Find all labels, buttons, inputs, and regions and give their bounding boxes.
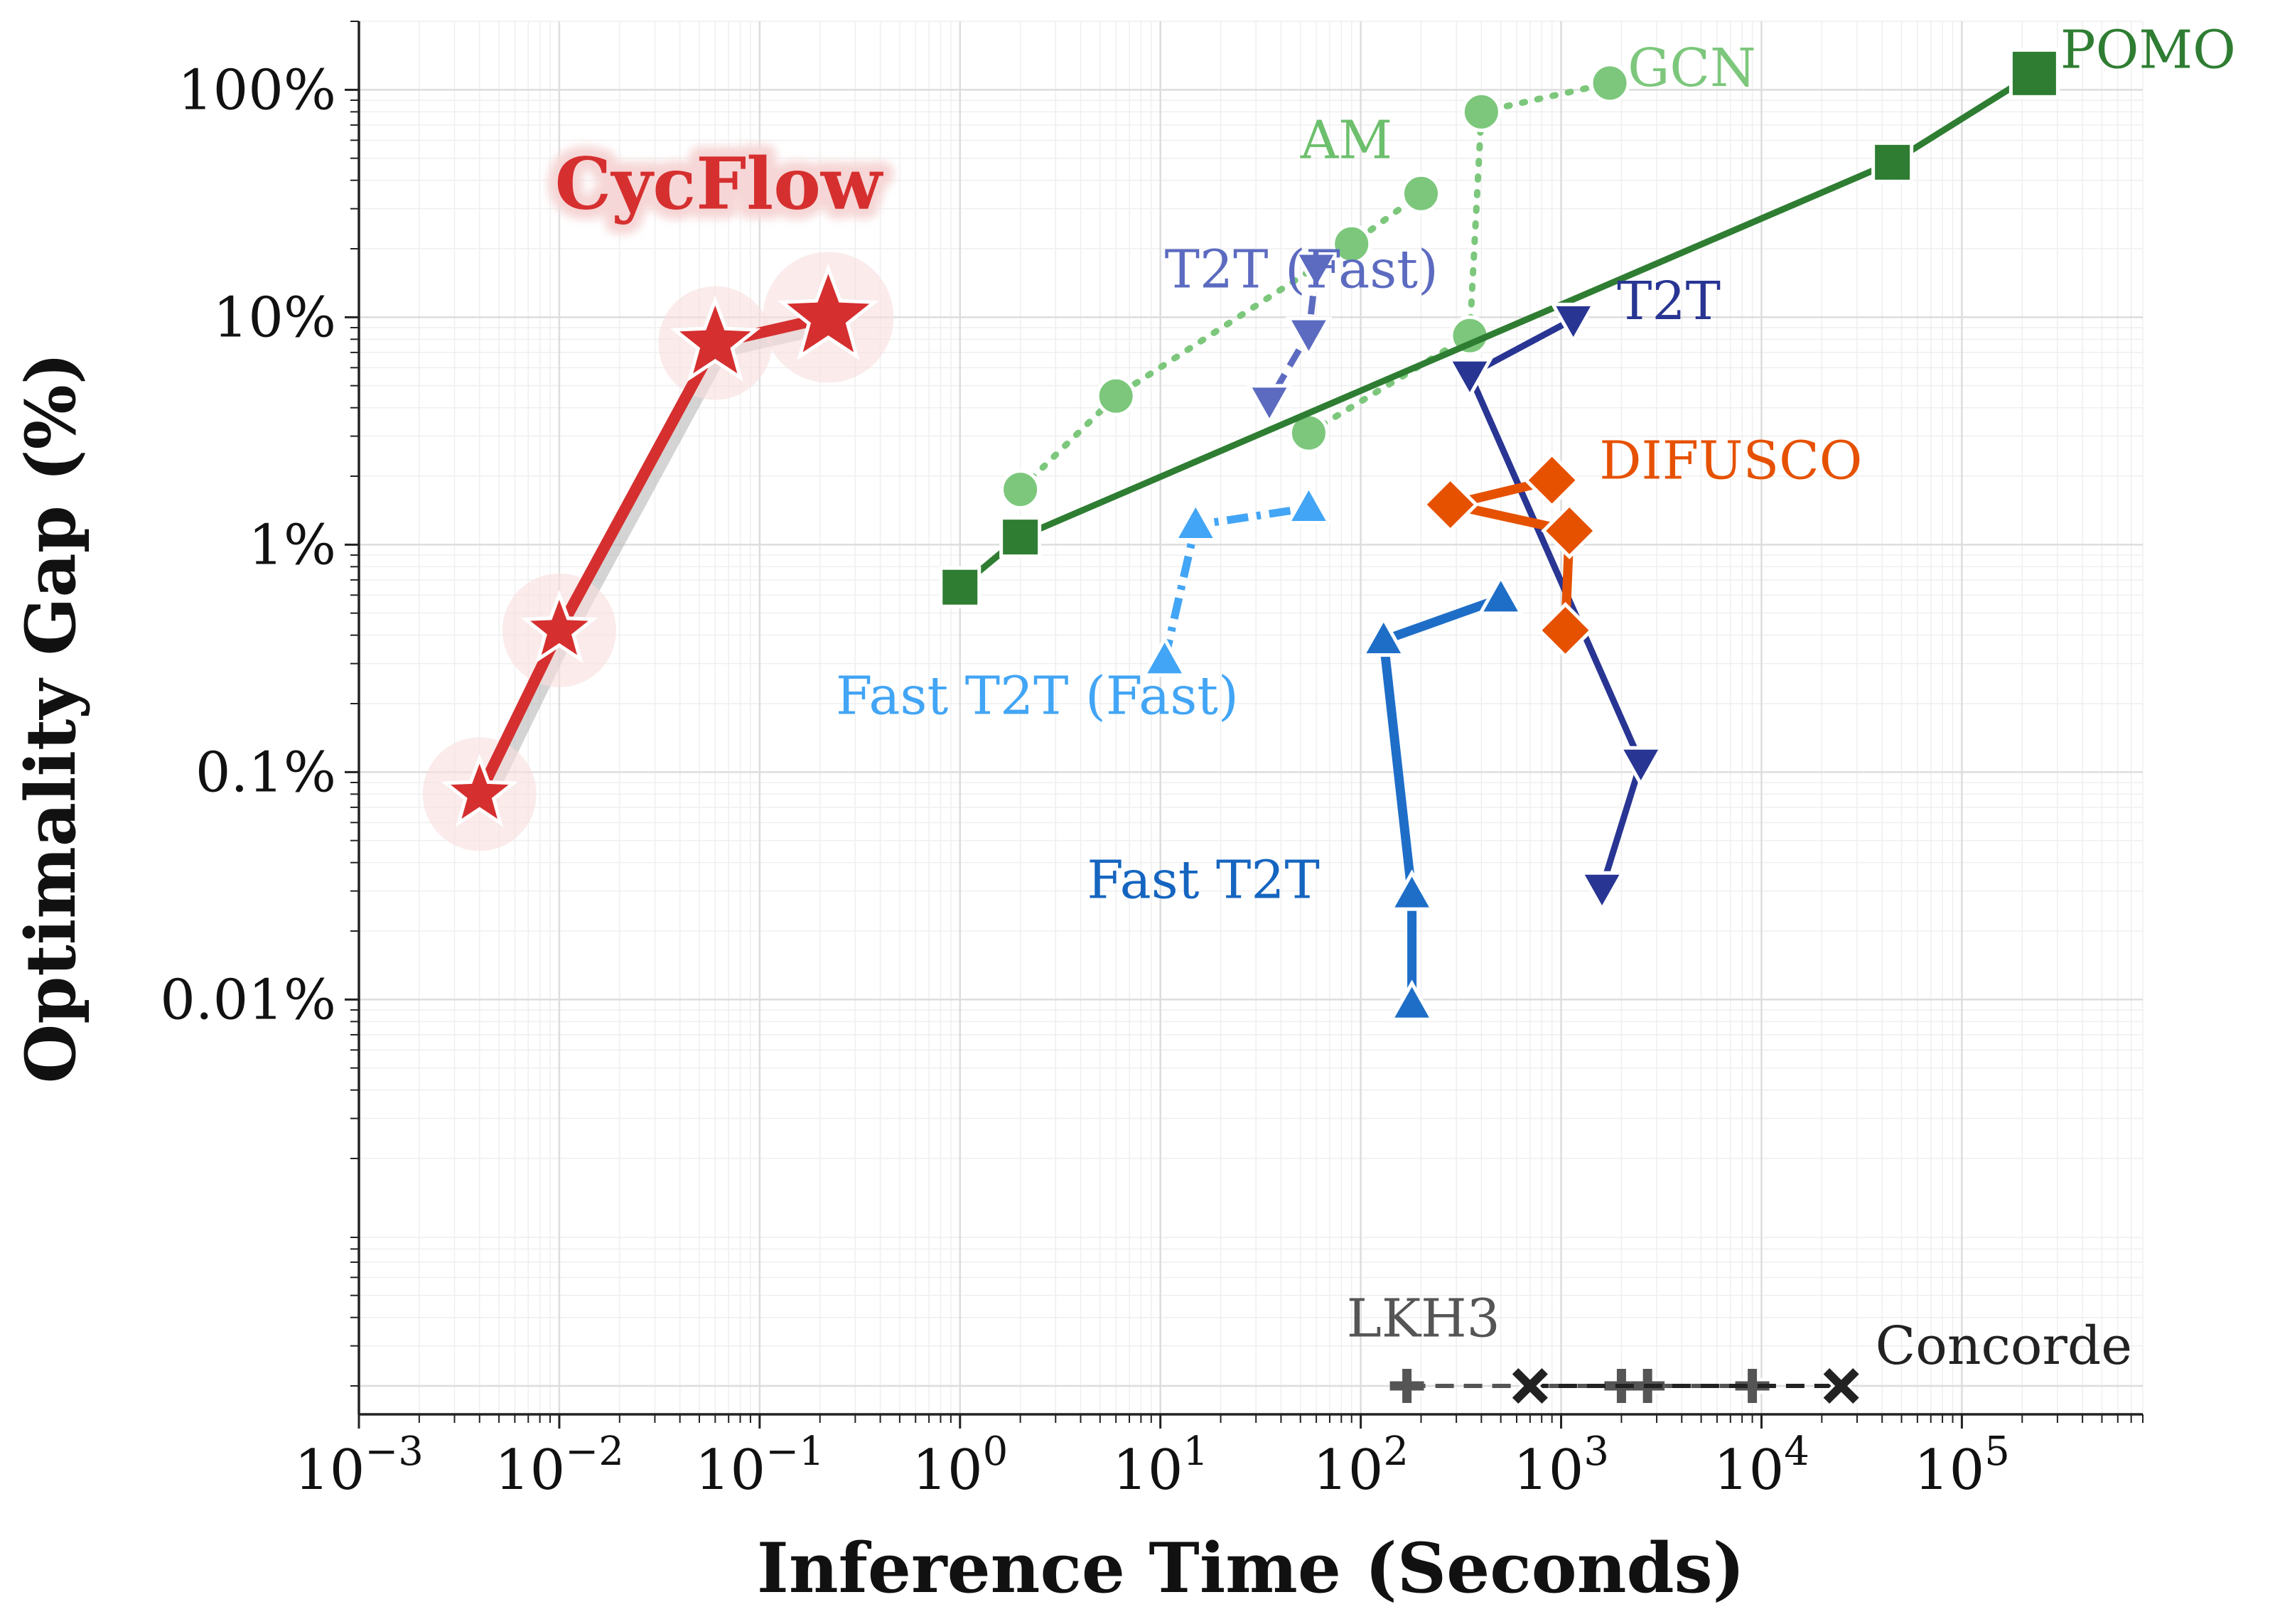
- marker-circle: [1000, 469, 1041, 510]
- series-fast-t2t: [1360, 574, 1524, 1021]
- series-fast-t2t-fast: [1141, 483, 1333, 677]
- marker-x: [1510, 1366, 1550, 1406]
- series-line: [1446, 475, 1574, 631]
- x-tick-label: 10−1: [695, 1429, 824, 1502]
- marker-triangle-up: [1285, 483, 1333, 525]
- series-cycflow: [422, 252, 894, 851]
- y-tick-label: 0.1%: [195, 741, 336, 805]
- series-label-pomo: POMO: [2060, 19, 2236, 80]
- x-tick-label: 10−3: [294, 1429, 424, 1502]
- marker-triangle-up: [1388, 979, 1436, 1021]
- x-tick-label: 10−2: [495, 1429, 624, 1502]
- marker-diamond: [1523, 451, 1581, 509]
- y-tick-label: 1%: [248, 513, 336, 577]
- x-tick-label: 103: [1513, 1429, 1609, 1502]
- marker-stroke: [1823, 1367, 1859, 1404]
- series-label-t2t: T2T: [1617, 271, 1721, 332]
- series-label-gcn: GCN: [1628, 38, 1755, 99]
- marker-circle: [1331, 223, 1372, 264]
- marker-plus: [1389, 1369, 1424, 1404]
- series-label-difusco: DIFUSCO: [1599, 431, 1862, 492]
- marker-star: [669, 295, 761, 382]
- series-line: [474, 311, 830, 797]
- series-layer: [422, 48, 2060, 1406]
- marker-triangle-up: [1477, 574, 1524, 615]
- marker-diamond: [1541, 502, 1598, 559]
- series-line: [957, 70, 2036, 590]
- axes: 10−3 10−2 10−1 100 101 102 103 104 105 100% 10% 1% 0…: [160, 21, 2144, 1502]
- y-tick-label: 0.01%: [160, 968, 336, 1032]
- series-line: [1379, 593, 1502, 1005]
- marker-circle: [1589, 63, 1630, 104]
- marker-star: [441, 753, 519, 827]
- series-concorde: [1510, 1366, 1861, 1406]
- marker-diamond: [1421, 476, 1479, 533]
- marker-triangle-down: [1293, 251, 1340, 293]
- series-label-t2t-fast: T2T (Fast): [1165, 240, 1438, 301]
- series-shadow: [473, 311, 844, 810]
- marker-diamond: [1537, 601, 1594, 659]
- marker-triangle-up: [1141, 635, 1188, 677]
- series-difusco: [1421, 451, 1598, 659]
- series-line: [1466, 316, 1645, 889]
- x-tick-label: 104: [1714, 1429, 1809, 1502]
- series-label-lkh3: LKH3: [1347, 1288, 1500, 1349]
- marker-circle: [1461, 91, 1502, 132]
- marker-triangle-down: [1285, 316, 1333, 358]
- x-tick-label: 102: [1313, 1429, 1409, 1502]
- marker-triangle-down: [1617, 746, 1664, 788]
- series-label-fast-t2t-fast: Fast T2T (Fast): [836, 666, 1239, 727]
- series-t2t-fast: [1246, 251, 1340, 426]
- series-label-concorde: Concorde: [1876, 1316, 2132, 1377]
- marker-circle: [1400, 173, 1441, 214]
- marker-square: [2008, 48, 2060, 99]
- marker-triangle-up: [1172, 500, 1220, 542]
- marker-x: [1821, 1366, 1861, 1406]
- marker-star: [777, 264, 879, 361]
- marker-triangle-down: [1578, 871, 1625, 913]
- marker-circle: [1095, 375, 1136, 416]
- y-tick-label: 10%: [213, 286, 336, 350]
- x-tick-label: 105: [1914, 1429, 2010, 1502]
- x-tick-label: 100: [912, 1429, 1008, 1502]
- series-am: [1000, 173, 1441, 510]
- marker-triangle-down: [1549, 302, 1597, 345]
- marker-square: [939, 566, 981, 608]
- series-label-glow: CycFlow: [555, 142, 884, 226]
- series-t2t: [1446, 302, 1664, 913]
- marker-star: [520, 589, 598, 664]
- x-tick-label: 101: [1112, 1429, 1208, 1502]
- y-axis-title: Optimality Gap (%): [11, 353, 91, 1084]
- marker-square: [999, 516, 1042, 559]
- series-label-cycflow: CycFlow: [555, 142, 884, 226]
- grid: [357, 21, 2144, 1414]
- marker-stroke: [1512, 1367, 1548, 1404]
- marker-triangle-up: [1360, 615, 1407, 657]
- series-label-am: AM: [1300, 110, 1392, 171]
- x-axis-title: Inference Time (Seconds): [757, 1528, 1745, 1608]
- marker-square: [1871, 141, 1914, 183]
- series-line: [1305, 332, 1473, 436]
- y-tick-label: 100%: [178, 58, 336, 122]
- series-pomo: [939, 48, 2060, 608]
- marker-triangle-down: [1246, 384, 1293, 426]
- series-label-fast-t2t: Fast T2T: [1087, 849, 1319, 910]
- marker-triangle-down: [1446, 357, 1493, 399]
- marker-triangle-up: [1388, 869, 1436, 911]
- marker-stroke: [1389, 1369, 1424, 1404]
- series-line: [1017, 190, 1424, 493]
